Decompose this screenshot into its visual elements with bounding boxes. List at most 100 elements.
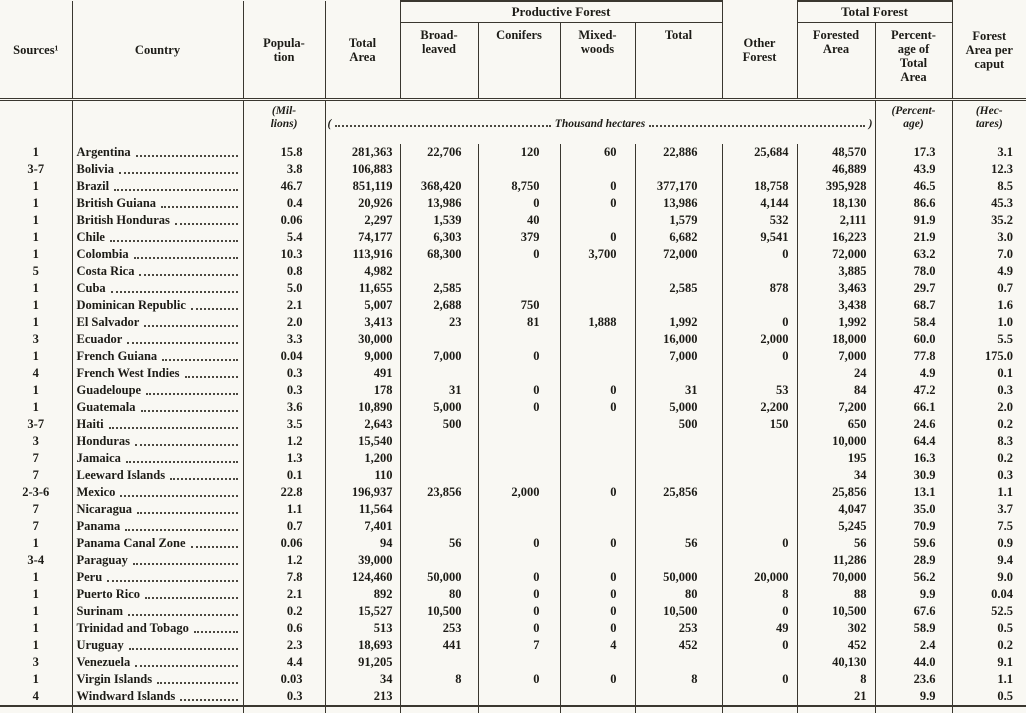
- cell-population: 0.7: [242, 518, 325, 535]
- cell-mixedwoods: [559, 348, 635, 365]
- cell-mixedwoods: [559, 365, 635, 382]
- cell-forested-area: 302: [796, 620, 875, 637]
- units-row: (Mil- lions) ( Thousand hectares ) (Perc…: [0, 99, 1026, 144]
- dotted-leader: [146, 393, 238, 395]
- cell-other-forest: [721, 450, 797, 467]
- cell-productive-total: 6,682: [634, 229, 722, 246]
- cell-country: Leeward Islands: [71, 467, 243, 484]
- table-row: 1 Surinam 0.2 15,527 10,500 0 0 10,500 0 10,500 67…: [0, 603, 1026, 620]
- cell-conifers: [477, 365, 560, 382]
- dotted-leader: [190, 308, 238, 310]
- cell-forested-area: 452: [796, 637, 875, 654]
- cell-total-area: 15,540: [324, 433, 400, 450]
- cell-total-area: 196,937: [324, 484, 400, 501]
- cell-productive-total: [634, 450, 722, 467]
- cell-total-area: 2,052,170: [324, 705, 400, 713]
- cell-total-area: 5,007: [324, 297, 400, 314]
- cell-other-forest: 0: [721, 671, 797, 688]
- col-header-mixedwoods: Mixed- woods: [559, 22, 635, 101]
- cell-population: 0.2: [242, 603, 325, 620]
- cell-mixedwoods: 0: [559, 671, 635, 688]
- cell-country: Surinam: [71, 603, 243, 620]
- country-name: Haiti: [76, 417, 104, 431]
- cell-productive-total: 50,000: [634, 569, 722, 586]
- cell-empty: [559, 705, 635, 713]
- dotted-leader: [133, 257, 238, 259]
- cell-population: 5.4: [242, 229, 325, 246]
- cell-mixedwoods: 0: [559, 195, 635, 212]
- cell-broadleaved: 8: [399, 671, 478, 688]
- total-row: Total 149.5 2,052,170 824,105 40.1 5.5: [0, 705, 1026, 713]
- paren-open: (: [327, 118, 332, 130]
- cell-forested-area: 7,000: [796, 348, 875, 365]
- cell-forested-area: 395,928: [796, 178, 875, 195]
- dotted-leader: [128, 648, 238, 650]
- cell-forested-area: 34: [796, 467, 875, 484]
- cell-broadleaved: 1,539: [399, 212, 478, 229]
- cell-productive-total: 10,500: [634, 603, 722, 620]
- cell-population: 0.04: [242, 348, 325, 365]
- cell-empty: [634, 705, 722, 713]
- cell-population: 3.8: [242, 161, 325, 178]
- cell-population: 7.8: [242, 569, 325, 586]
- country-name: Panama: [76, 519, 121, 533]
- dotted-leader: [125, 461, 238, 463]
- dotted-leader: [180, 699, 238, 701]
- cell-broadleaved: 368,420: [399, 178, 478, 195]
- cell-per-caput: 0.04: [951, 586, 1026, 603]
- cell-country: French Guiana: [71, 348, 243, 365]
- country-name: French Guiana: [76, 349, 158, 363]
- cell-sources: 1: [32, 349, 39, 363]
- cell-country: British Honduras: [71, 212, 243, 229]
- total-label: Total: [77, 708, 137, 713]
- cell-per-caput: 2.0: [951, 399, 1026, 416]
- cell-sources: 3-4: [27, 553, 45, 567]
- cell-per-caput: 0.7: [951, 280, 1026, 297]
- cell-sources: 1: [32, 179, 39, 193]
- cell-productive-total: 2,585: [634, 280, 722, 297]
- cell-forested-area: 4,047: [796, 501, 875, 518]
- country-name: British Guiana: [76, 196, 157, 210]
- cell-population: 0.1: [242, 467, 325, 484]
- cell-population: 2.3: [242, 637, 325, 654]
- dotted-leader: [110, 291, 238, 293]
- cell-per-caput: 7.5: [951, 518, 1026, 535]
- cell-percentage: 77.8: [874, 348, 952, 365]
- cell-population: 3.6: [242, 399, 325, 416]
- cell-other-forest: 0: [721, 535, 797, 552]
- table-row: 1 Chile 5.4 74,177 6,303 379 0 6,682 9,541 16,223…: [0, 229, 1026, 246]
- cell-broadleaved: 2,585: [399, 280, 478, 297]
- country-name: Uruguay: [76, 638, 124, 652]
- cell-total-area: 11,655: [324, 280, 400, 297]
- cell-population: 3.3: [242, 331, 325, 348]
- cell-conifers: 0: [477, 246, 560, 263]
- cell-total-area: 15,527: [324, 603, 400, 620]
- cell-productive-total: 1,992: [634, 314, 722, 331]
- cell-forested-area: 10,500: [796, 603, 875, 620]
- cell-other-forest: [721, 365, 797, 382]
- cell-broadleaved: [399, 161, 478, 178]
- cell-broadleaved: 23: [399, 314, 478, 331]
- country-name: Dominican Republic: [76, 298, 186, 312]
- country-name: Costa Rica: [76, 264, 135, 278]
- cell-population: 2.1: [242, 586, 325, 603]
- cell-productive-total: 7,000: [634, 348, 722, 365]
- cell-broadleaved: 253: [399, 620, 478, 637]
- cell-percentage: 23.6: [874, 671, 952, 688]
- country-name: Nicaragua: [76, 502, 133, 516]
- cell-country: Chile: [71, 229, 243, 246]
- cell-total-area: 113,916: [324, 246, 400, 263]
- cell-sources: 1: [32, 145, 39, 159]
- table-row: 1 Guadeloupe 0.3 178 31 0 0 31 53 84 47.2 0.3: [0, 382, 1026, 399]
- cell-country: Cuba: [71, 280, 243, 297]
- cell-mixedwoods: [559, 501, 635, 518]
- cell-broadleaved: 56: [399, 535, 478, 552]
- cell-conifers: [477, 161, 560, 178]
- cell-total-area: 30,000: [324, 331, 400, 348]
- cell-country: Panama Canal Zone: [71, 535, 243, 552]
- cell-per-caput: 5.5: [951, 331, 1026, 348]
- cell-percentage: 43.9: [874, 161, 952, 178]
- cell-total-area: 94: [324, 535, 400, 552]
- cell-productive-total: [634, 518, 722, 535]
